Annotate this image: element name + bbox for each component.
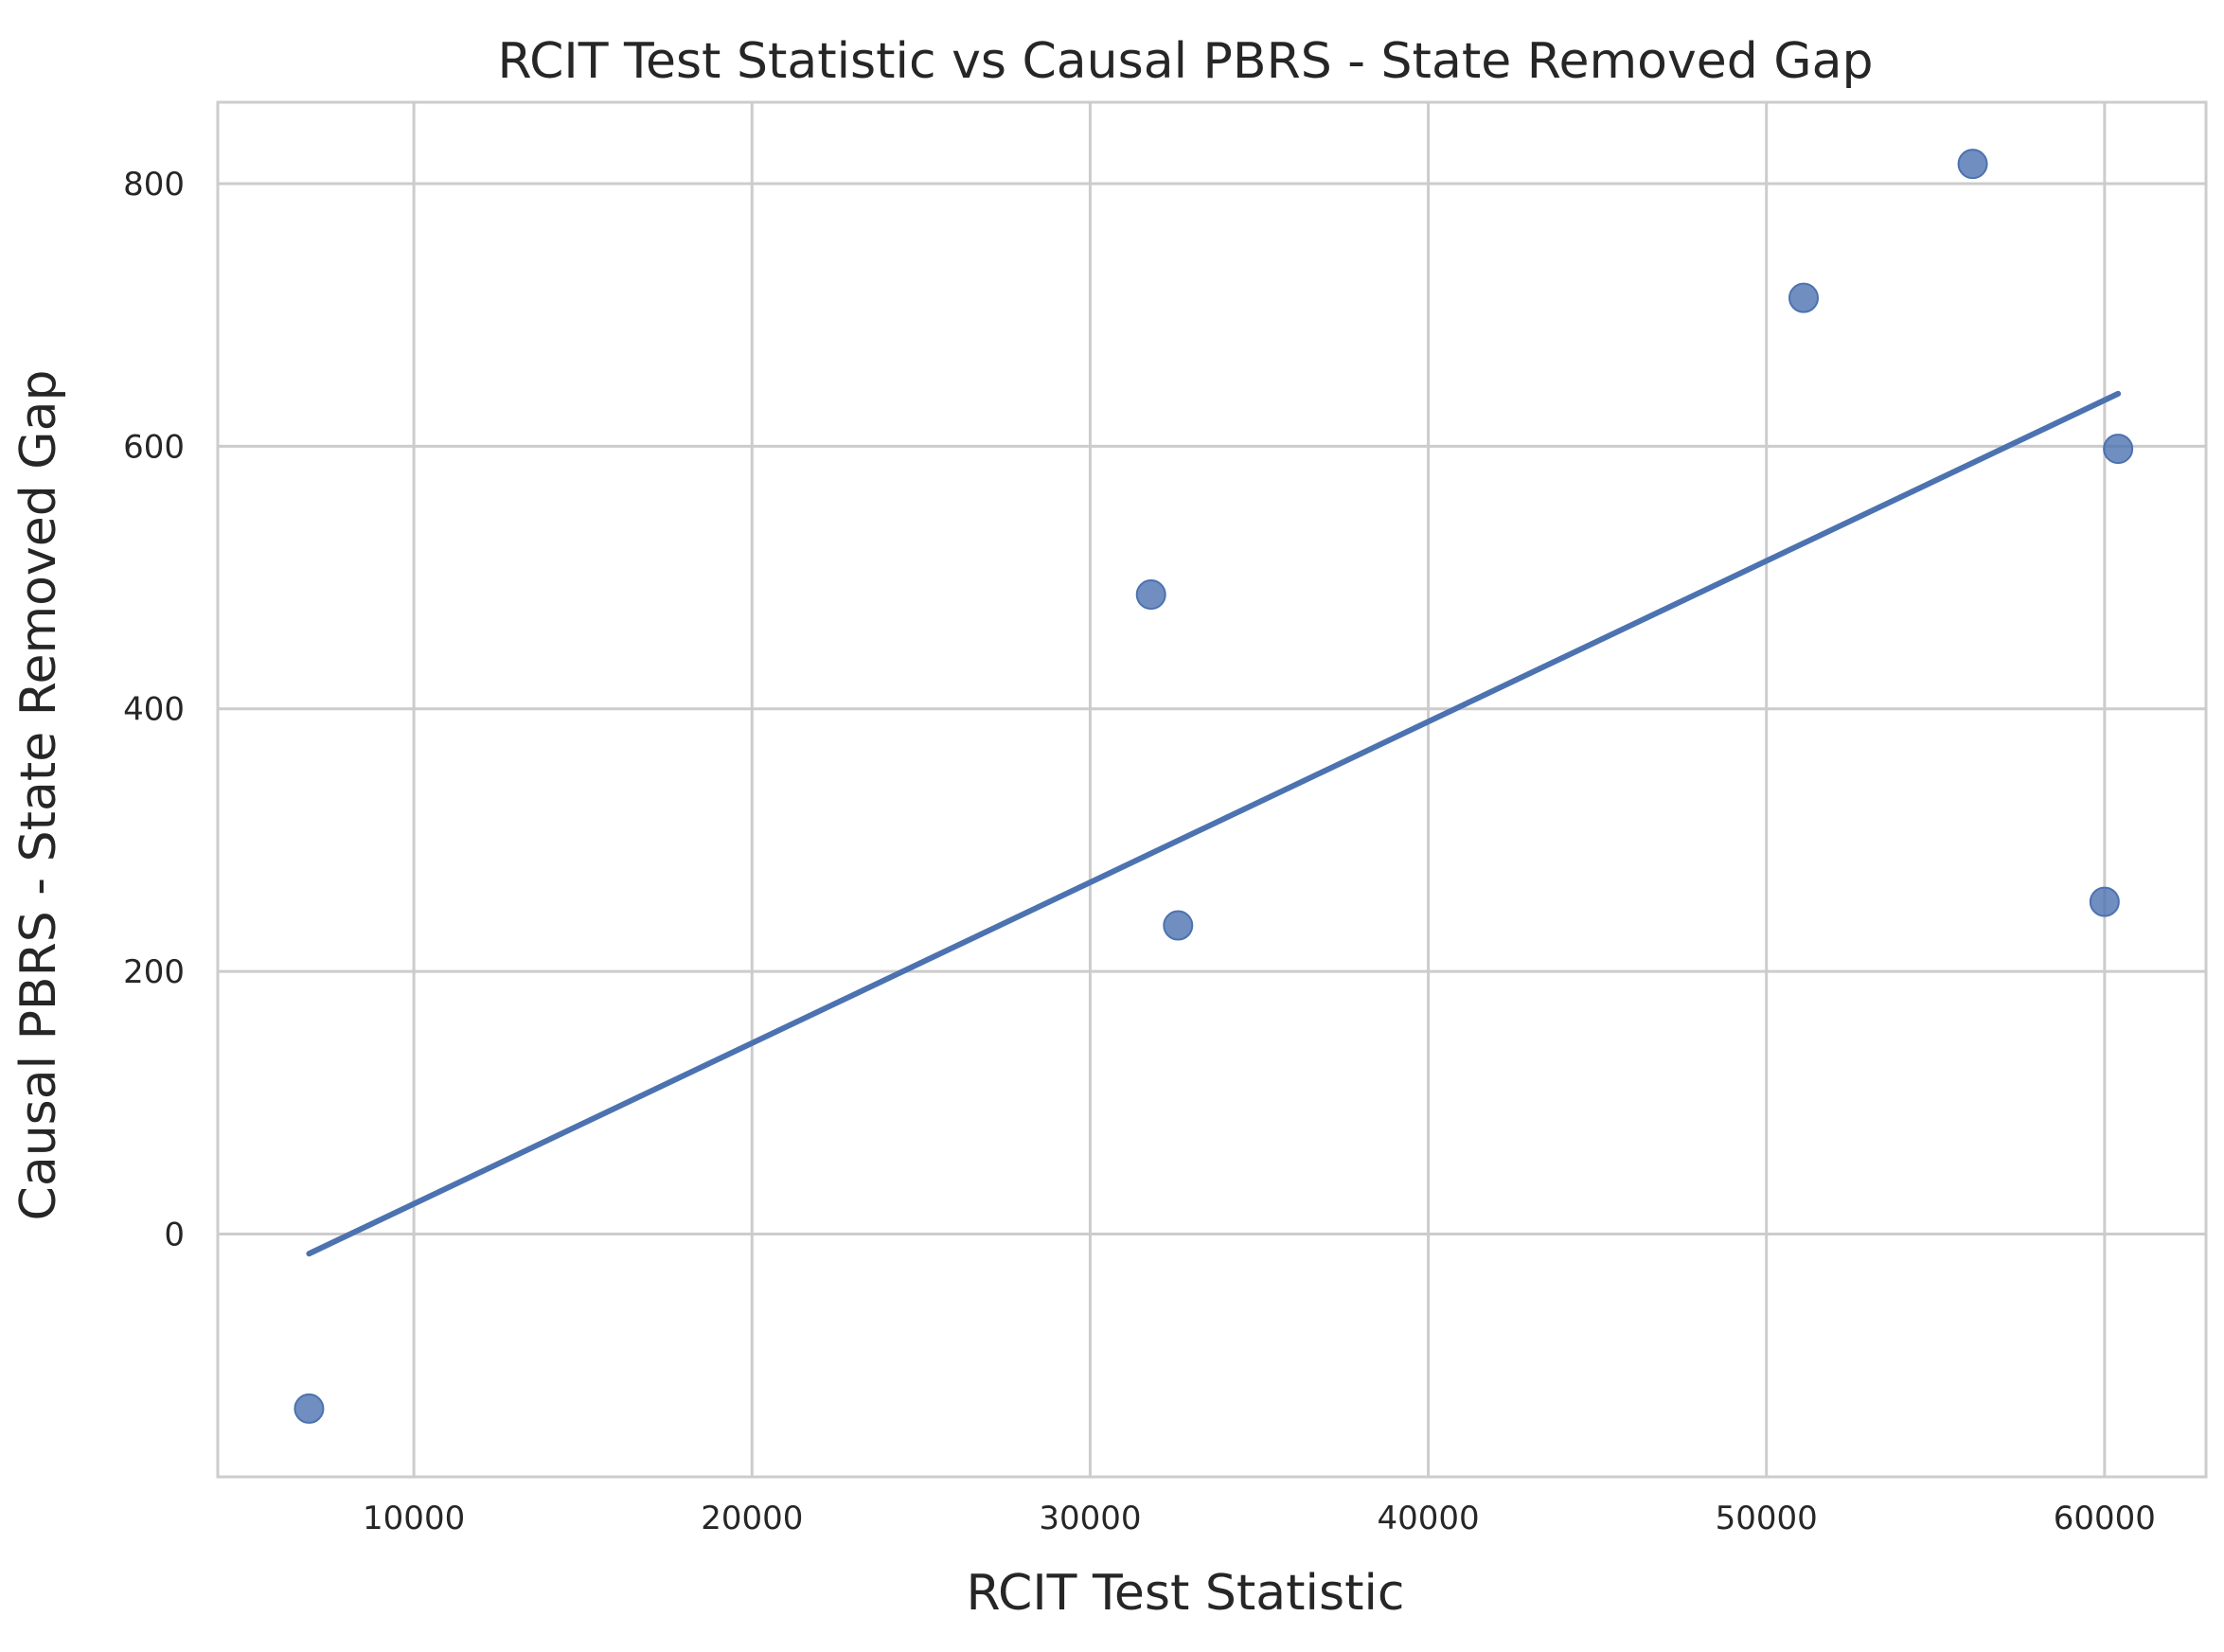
scatter-point [1788,282,1819,313]
y-tick-label: 800 [123,166,185,204]
scatter-point [2103,434,2134,465]
plot-frame [216,100,2208,1479]
regression-line [306,390,2122,1257]
x-tick-label: 60000 [2054,1500,2156,1537]
y-axis-label: Causal PBRS - State Removed Gap [10,370,67,1221]
marks [294,149,2134,1424]
scatter-point [2089,886,2120,917]
scatter-point [294,1393,325,1424]
x-tick-label: 40000 [1377,1500,1479,1537]
x-tick-label: 10000 [363,1500,465,1537]
x-axis-label: RCIT Test Statistic [966,1565,1404,1622]
scatter-point [1957,149,1988,180]
y-tick-label: 0 [164,1216,185,1253]
scatter-point [1135,579,1166,611]
scatter-point [1163,910,1194,941]
x-tick-label: 30000 [1039,1500,1141,1537]
grid [218,102,2206,1477]
y-tick-label: 400 [123,691,185,729]
y-tick-label: 200 [123,953,185,991]
x-tick-label: 20000 [701,1500,803,1537]
x-tick-label: 50000 [1716,1500,1818,1537]
y-tick-label: 600 [123,428,185,466]
tick-labels: 10000 20000 30000 40000 50000 60000 0 200 400 600… [123,166,2156,1537]
chart-title: RCIT Test Statistic vs Causal PBRS - Sta… [498,33,1874,90]
